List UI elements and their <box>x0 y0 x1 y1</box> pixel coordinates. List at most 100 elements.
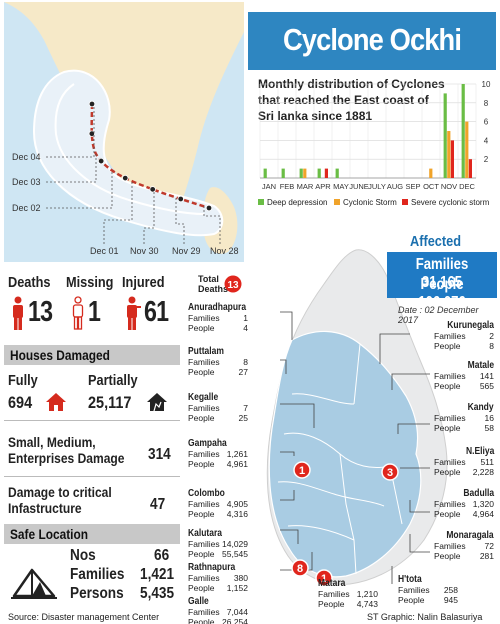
district-people-row: People 945 <box>398 595 458 605</box>
divider <box>4 420 180 421</box>
bar-cyclonic-storm-oct <box>429 168 433 178</box>
affected-date: Date : 02 December 2017 <box>398 305 479 325</box>
people-value: 26,254 <box>222 617 248 624</box>
families-value: 1,210 <box>356 589 378 599</box>
death-marker <box>291 559 309 577</box>
people-value: 945 <box>443 595 458 605</box>
people-value: 58 <box>484 423 494 433</box>
track-point <box>97 157 105 165</box>
families-label: Families <box>434 541 466 551</box>
damaged-house-icon <box>147 393 167 412</box>
district-families-row: Families 1,261 <box>188 449 248 459</box>
house-icon <box>46 393 66 411</box>
families-label: Families <box>434 457 466 467</box>
district-name: Kurunegala <box>447 320 494 331</box>
people-label: People <box>434 381 461 391</box>
people-value: 565 <box>479 381 494 391</box>
date-label-nov30: Nov 30 <box>130 246 159 256</box>
people-value: 1,152 <box>226 583 248 593</box>
injured-person-icon <box>127 296 141 330</box>
track-points <box>88 100 213 212</box>
title-banner: Cyclone Ockhi <box>248 12 496 70</box>
safe-location-title: Safe Location <box>10 526 89 542</box>
affected-families-value: 31,165 <box>421 274 463 291</box>
district-puttalam: Puttalam Families 8 People 27 <box>188 346 248 378</box>
y-tick-label: 2 <box>484 155 489 164</box>
death-marker <box>381 463 399 481</box>
families-value: 141 <box>479 371 494 381</box>
x-tick-label: NOV <box>441 182 457 191</box>
district-name: Puttalam <box>188 346 224 357</box>
partially-value: 25,117 <box>88 393 132 412</box>
district-people-row: People 2,228 <box>434 467 494 477</box>
forecast-cone <box>32 69 224 237</box>
track-point <box>88 100 96 108</box>
district-families-row: Families 1,210 <box>318 589 378 599</box>
district-gampaha: Gampaha Families 1,261 People 4,961 <box>188 438 248 470</box>
x-tick-label: AUG <box>387 182 403 191</box>
date-leader-lines <box>46 106 221 244</box>
district-name: Monaragala <box>446 530 494 541</box>
district-colombo: Colombo Families 4,905 People 4,316 <box>188 488 248 520</box>
district-people-row: People 4 <box>188 323 248 333</box>
affected-people-value: 106,076 <box>418 294 466 311</box>
families-value: 7 <box>243 403 248 413</box>
district-name: N.Eliya <box>465 446 494 457</box>
district-name: Kalutara <box>188 528 223 539</box>
source-note: Source: Disaster management Center <box>8 612 160 622</box>
bar-deep-depression-nov <box>443 93 447 178</box>
death-marker-count: 1 <box>321 573 327 585</box>
x-tick-label: FEB <box>280 182 295 191</box>
deaths-value: 13 <box>28 296 53 328</box>
families-label: Families <box>188 357 220 367</box>
district-families-row: Families 7,044 <box>188 607 248 617</box>
track-point <box>205 204 213 212</box>
houses-damaged-header: Houses Damaged <box>4 345 180 365</box>
x-tick-label: JAN <box>262 182 276 191</box>
district-name: Badulla <box>463 488 494 499</box>
district-people-row: People 1,152 <box>188 583 248 593</box>
safe-families-value: 1,421 <box>140 566 175 583</box>
people-label: People <box>188 367 215 377</box>
chart-grid <box>259 83 477 179</box>
district-kandy: Kandy Families 16 People 58 <box>434 402 494 434</box>
district-families-row: Families 141 <box>434 371 494 381</box>
people-label: People <box>434 423 461 433</box>
safe-persons-value: 5,435 <box>140 585 175 602</box>
people-value: 281 <box>479 551 494 561</box>
families-value: 14,029 <box>222 539 248 549</box>
people-label: People <box>188 459 215 469</box>
track-point <box>177 195 184 203</box>
district-nuwaraeliya: N.Eliya Families 511 People 2,228 <box>434 446 494 478</box>
infrastructure-damage-label: Damage to critical Infastructure <box>8 484 112 516</box>
families-value: 4,905 <box>226 499 248 509</box>
district-name: Anuradhapura <box>188 302 247 313</box>
families-value: 380 <box>233 573 248 583</box>
enterprise-damage-label: Small, Medium, Enterprises Damage <box>8 434 125 466</box>
divider <box>4 476 180 477</box>
families-label: Families <box>188 499 220 509</box>
y-tick-label: 6 <box>484 118 489 127</box>
bar-cyclonic-storm-nov <box>447 131 451 178</box>
people-value: 55,545 <box>222 549 248 559</box>
bar-cyclonic-storm-dec <box>465 121 469 178</box>
district-families-row: Families 16 <box>434 413 494 423</box>
x-tick-label: DEC <box>459 182 475 191</box>
x-tick-label: MAR <box>297 182 314 191</box>
families-value: 16 <box>484 413 494 423</box>
date-label-dec01: Dec 01 <box>90 246 119 256</box>
families-value: 7,044 <box>226 607 248 617</box>
district-monaragala: Monaragala Families 72 People 281 <box>434 530 494 562</box>
legend-label: Severe cyclonic storm <box>411 198 490 207</box>
track-point <box>88 130 96 137</box>
total-deaths-badge: 13 <box>224 275 242 293</box>
affected-people: People 106,076 <box>397 276 487 312</box>
death-marker-count: 3 <box>387 467 393 479</box>
families-value: 1,320 <box>472 499 494 509</box>
affected-families: Families 31,165 <box>397 256 487 292</box>
death-marker-count: 8 <box>297 563 303 575</box>
families-label: Families <box>434 331 466 341</box>
bar-deep-depression-jan <box>263 168 267 178</box>
district-people-row: People 26,254 <box>188 617 248 624</box>
affected-families-label: Families <box>415 256 469 273</box>
